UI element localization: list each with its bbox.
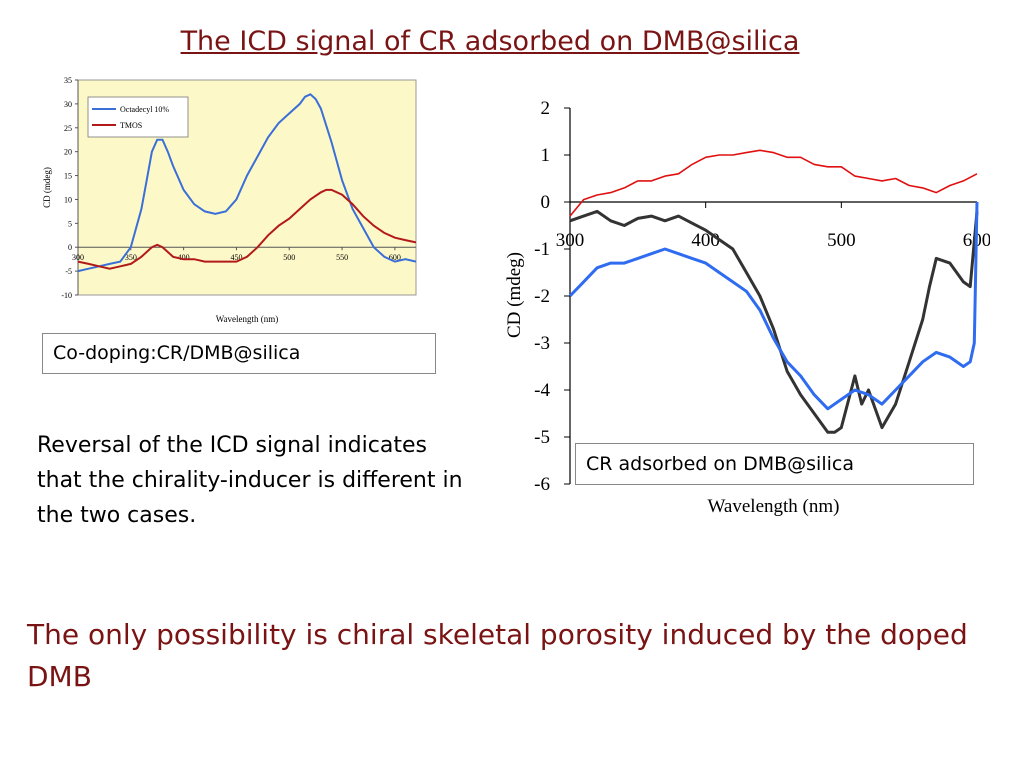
left-y-tick-label: 15 (64, 172, 72, 181)
right-y-tick-label: -5 (534, 427, 550, 448)
left-y-tick-label: 10 (64, 195, 72, 204)
slide-title: The ICD signal of CR adsorbed on DMB@sil… (180, 26, 800, 57)
right-y-tick-label: -6 (534, 474, 550, 495)
right-series-line-3 (568, 201, 979, 411)
left-x-tick-label: 500 (283, 253, 295, 262)
conclusion-text: The only possibility is chiral skeletal … (27, 618, 968, 693)
left-y-tick-label: 35 (64, 76, 72, 85)
left-x-tick-label: 600 (389, 253, 401, 262)
right-y-tick-label: -2 (534, 286, 550, 307)
right-x-axis-label: Wavelength (nm) (708, 496, 840, 517)
left-caption-box: Co-doping:CR/DMB@silica (42, 333, 436, 374)
left-cd-chart: -10 -5 0 5 10 15 20 25 30 35 300 350 400 450 500 550 600… (42, 76, 417, 324)
left-plot-area: -10 -5 0 5 10 15 20 25 30 35 300 350 400 450 500 550 600… (42, 76, 417, 324)
right-x-tick-label: 500 (827, 230, 856, 251)
left-y-axis-label: CD (mdeg) (42, 167, 52, 208)
left-x-tick-label: 300 (72, 253, 84, 262)
left-y-tick-label: 0 (68, 243, 72, 252)
right-y-tick-label: 2 (541, 98, 551, 119)
left-x-axis-label: Wavelength (nm) (216, 314, 279, 324)
right-y-axis-label: CD (mdeg) (504, 252, 525, 338)
right-y-tick-label: 0 (541, 192, 551, 213)
right-y-tick-label: 1 (541, 145, 551, 166)
left-legend-box (87, 96, 189, 138)
reversal-explanation-text: Reversal of the ICD signal indicates tha… (37, 433, 463, 528)
right-x-tick-label: 300 (556, 230, 585, 251)
left-series-line-1 (77, 93, 417, 273)
left-x-tick-label: 550 (336, 253, 348, 262)
left-x-tick-label: 350 (125, 253, 137, 262)
right-series-line-1 (569, 149, 978, 217)
right-x-tick-label: 400 (691, 230, 720, 251)
left-y-tick-label: -10 (61, 291, 72, 300)
right-y-tick-label: -4 (534, 380, 550, 401)
right-y-tick-label: -1 (534, 239, 550, 260)
right-series-line-2 (569, 209, 979, 434)
left-x-tick-label: 400 (178, 253, 190, 262)
left-x-tick-label: 450 (230, 253, 242, 262)
left-y-tick-label: 5 (68, 219, 72, 228)
left-legend-label: Octadecyl 10% (120, 105, 169, 114)
right-caption-box: CR adsorbed on DMB@silica (575, 443, 974, 485)
left-y-tick-label: 25 (64, 124, 72, 133)
left-y-tick-label: 20 (64, 148, 72, 157)
left-y-tick-label: -5 (65, 267, 72, 276)
right-y-tick-label: -3 (534, 333, 550, 354)
left-y-tick-label: 30 (64, 100, 72, 109)
left-legend-label: TMOS (120, 121, 142, 130)
left-series-line-2 (77, 188, 417, 270)
